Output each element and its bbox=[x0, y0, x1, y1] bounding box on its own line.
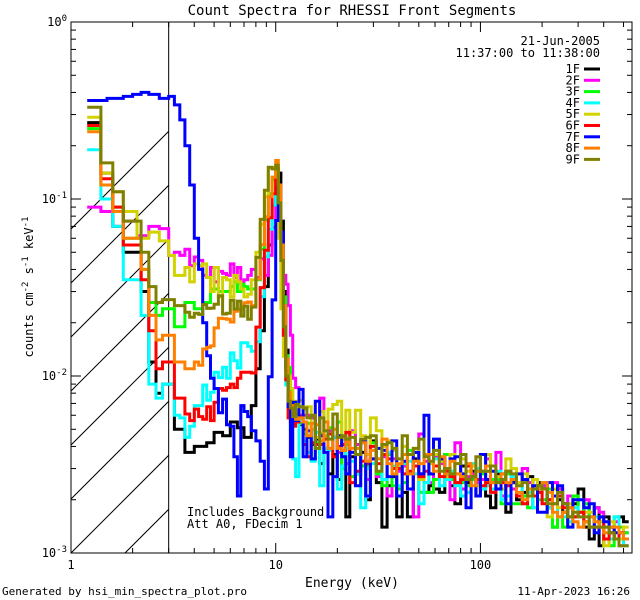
hatched-region bbox=[71, 22, 170, 553]
series-line-7F bbox=[87, 90, 629, 541]
plot-frame bbox=[70, 21, 633, 554]
chart-title: Count Spectra for RHESSI Front Segments bbox=[188, 3, 517, 19]
legend-label-2F: 2F bbox=[566, 73, 580, 87]
annotation-background: Includes Background bbox=[187, 505, 324, 519]
x-axis-label: Energy (keV) bbox=[305, 576, 399, 591]
hatch-line bbox=[71, 454, 169, 553]
legend-date: 21-Jun-2005 bbox=[521, 34, 600, 48]
legend-label-1F: 1F bbox=[566, 62, 580, 76]
x-tick-label: 100 bbox=[470, 558, 492, 572]
legend-label-5F: 5F bbox=[566, 107, 580, 121]
footer-generated-by: Generated by hsi_min_spectra_plot.pro bbox=[2, 585, 247, 598]
y-tick-label: 10-3 bbox=[42, 545, 67, 560]
series-line-9F bbox=[87, 105, 629, 548]
hatch-line bbox=[71, 238, 169, 338]
hatch-line bbox=[71, 400, 169, 500]
legend-label-8F: 8F bbox=[566, 141, 580, 155]
x-tick-label: 1 bbox=[67, 558, 74, 572]
footer-timestamp: 11-Apr-2023 16:26 bbox=[517, 585, 630, 598]
legend-label-6F: 6F bbox=[566, 119, 580, 133]
legend-time-range: 11:37:00 to 11:38:00 bbox=[456, 46, 601, 60]
series-lines bbox=[87, 90, 629, 548]
legend-label-3F: 3F bbox=[566, 85, 580, 99]
y-tick-label: 10-1 bbox=[42, 191, 67, 206]
legend-label-7F: 7F bbox=[566, 130, 580, 144]
y-axis-label: counts cm-2 s-1 keV-1 bbox=[21, 217, 36, 358]
y-axis: 10-3 10-2 10-1 100 bbox=[42, 14, 632, 560]
annotation-attenuator: Att A0, FDecim 1 bbox=[187, 517, 303, 531]
y-tick-label: 10-2 bbox=[42, 368, 67, 383]
legend-label-9F: 9F bbox=[566, 152, 580, 166]
y-tick-label: 100 bbox=[47, 14, 67, 29]
legend-label-4F: 4F bbox=[566, 96, 580, 110]
x-axis: 1 10 100 bbox=[67, 22, 625, 572]
x-tick-label: 10 bbox=[268, 558, 282, 572]
